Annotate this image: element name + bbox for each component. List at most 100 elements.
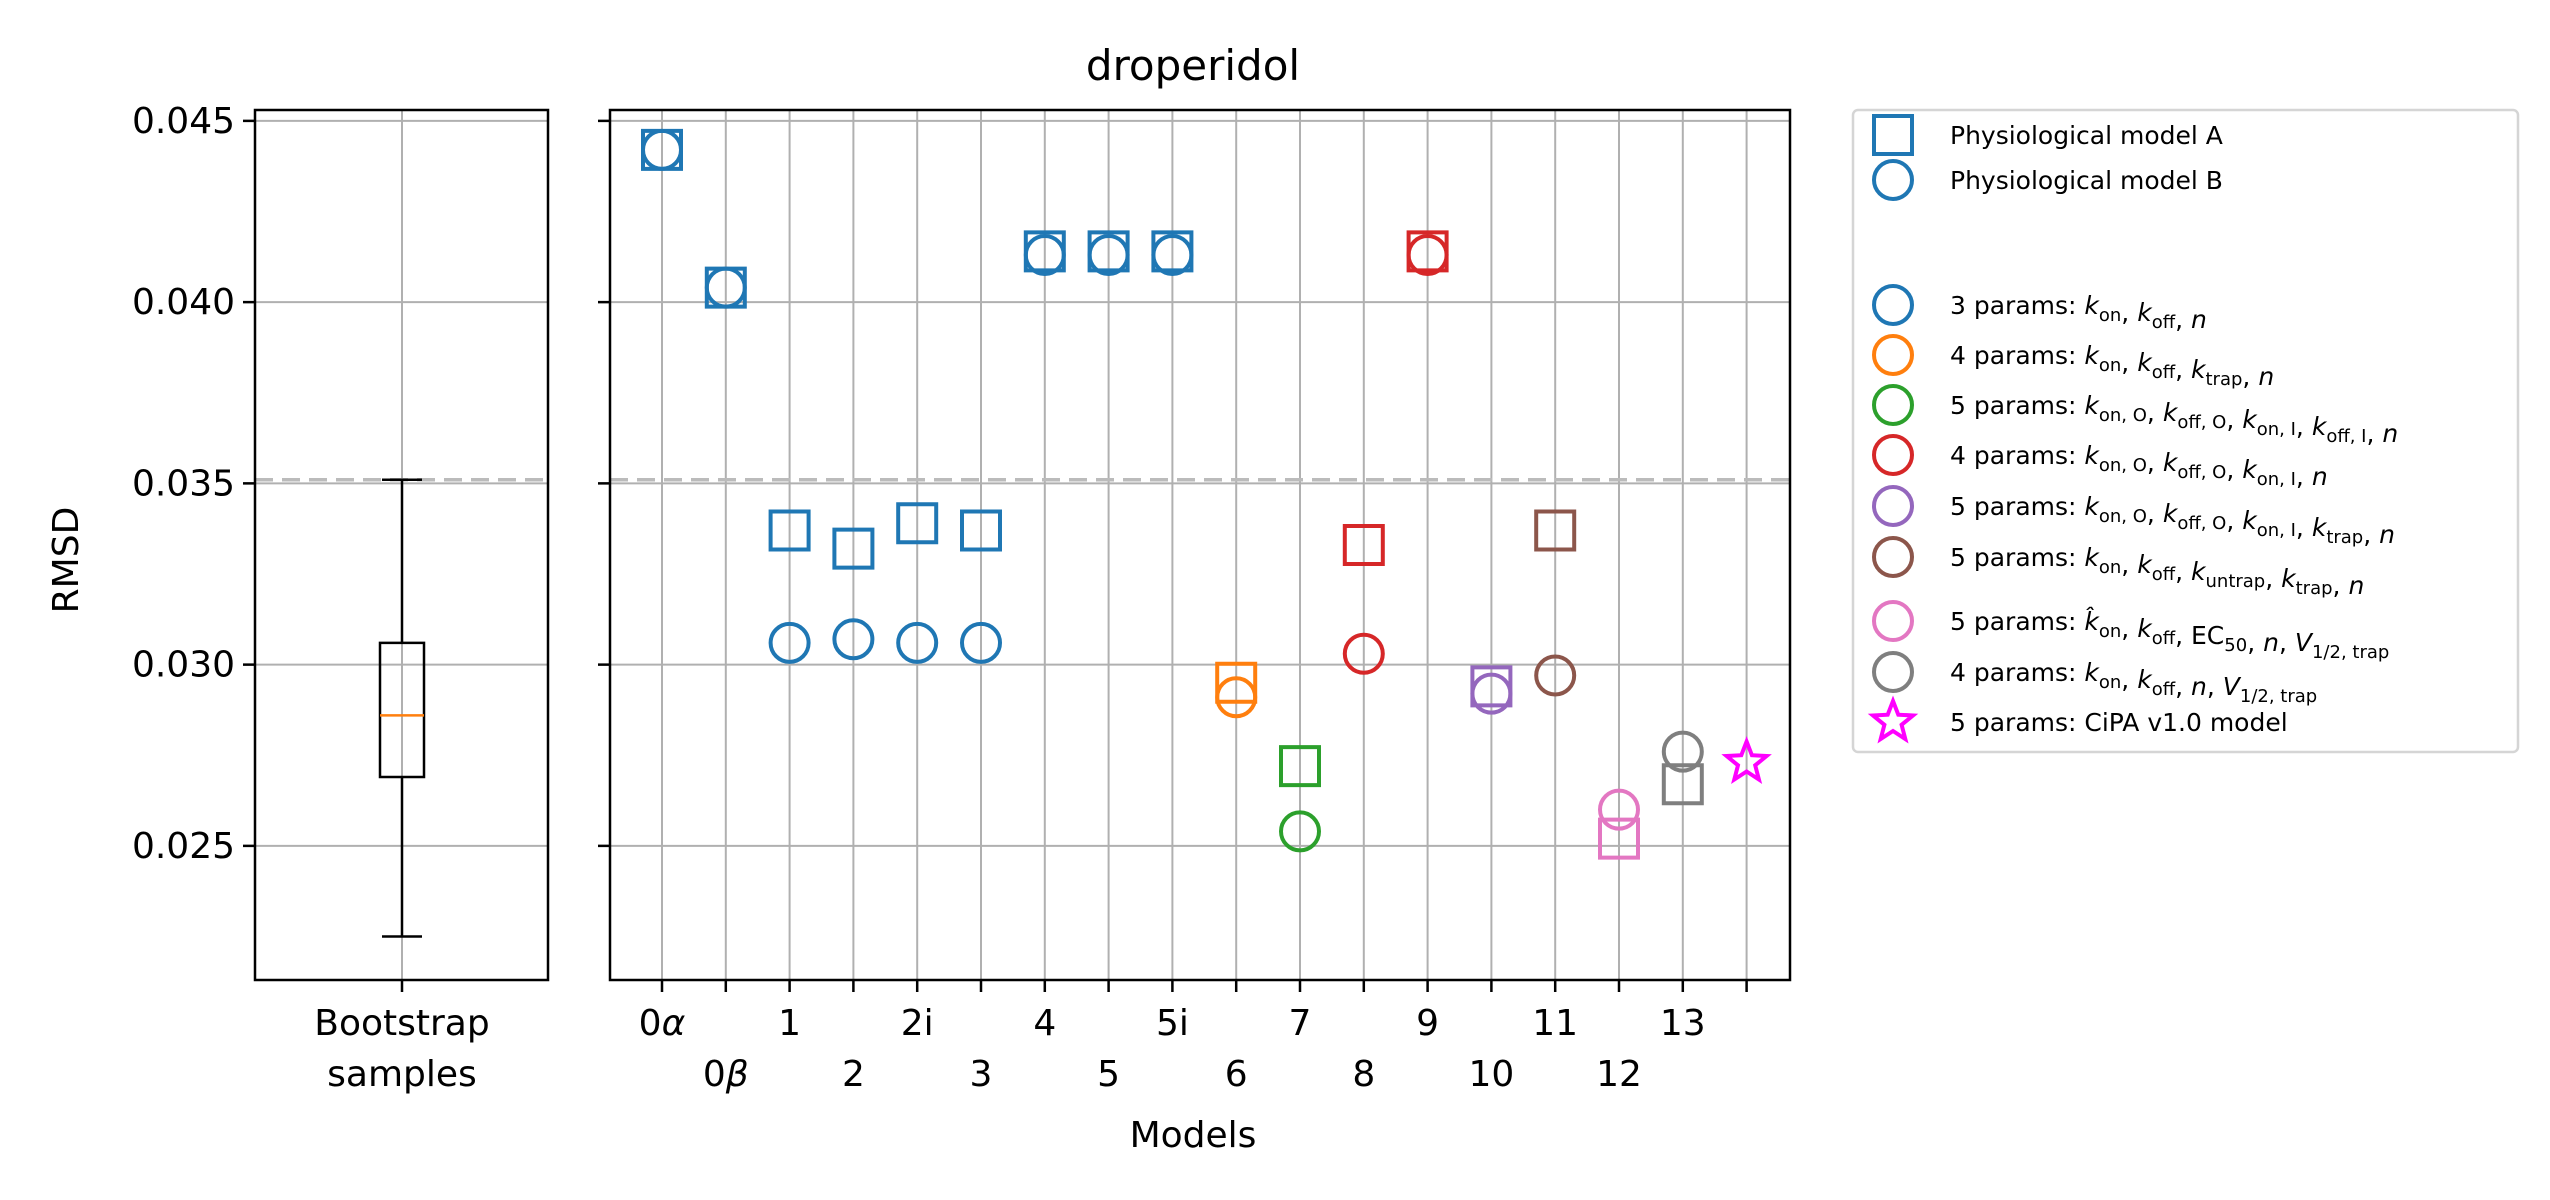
legend-entry: 5 params: kon, O, koff, O, kon, I, ktrap…	[1872, 485, 2395, 549]
model-b-circle-marker	[1215, 676, 1258, 719]
x-tick-label: 10	[1468, 1054, 1514, 1095]
legend-entry: 4 params: kon, koff, n, V1/2, trap	[1872, 651, 2317, 707]
x-tick-label: 12	[1596, 1054, 1642, 1095]
legend-label: 5 params: kon, O, koff, O, kon, I, koff,…	[1950, 391, 2398, 448]
legend-label: Physiological model A	[1950, 121, 2223, 150]
x-tick-label: 8	[1352, 1054, 1375, 1095]
model-b-circle-marker	[1087, 234, 1130, 276]
model-a-square-marker	[768, 509, 811, 552]
legend: Physiological model A Physiological model…	[1851, 108, 2520, 754]
legend-entry: 5 params: kon, O, koff, O, kon, I, koff,…	[1872, 384, 2398, 448]
model-b-circle-marker	[1470, 672, 1513, 715]
legend-label: 3 params: kon, koff, n	[1950, 291, 2207, 334]
legend-entry: 5 params: kon, koff, kuntrap, ktrap, n	[1872, 536, 2364, 600]
legend-circle-icon	[1872, 284, 1914, 326]
model-b-circle-marker	[1342, 632, 1385, 675]
model-b-circle-marker	[641, 128, 683, 171]
models-grid	[610, 110, 1790, 980]
model-a-square-marker	[1215, 661, 1258, 704]
model-a-square-marker	[1661, 763, 1704, 806]
x-tick-label: 13	[1660, 1003, 1706, 1044]
x-tick-label: 6	[1225, 1054, 1248, 1095]
legend-circle-icon	[1872, 434, 1914, 476]
model-a-square-marker	[960, 509, 1002, 552]
y-tick-label: 0.030	[132, 645, 235, 686]
model-b-circle-marker	[1661, 730, 1704, 773]
y-tick-label: 0.035	[132, 463, 235, 504]
legend-entry: Physiological model A	[1872, 114, 2223, 156]
legend-entry: 5 params: k̂on, koff, EC50, n, V1/2, tra…	[1872, 600, 2389, 663]
y-tick-label: 0.040	[132, 282, 235, 323]
chart-title: droperidol	[1086, 41, 1300, 90]
model-b-circle-marker	[1151, 234, 1194, 276]
model-b-circle-marker	[1023, 234, 1066, 276]
model-a-square-marker	[832, 527, 875, 570]
x-tick-label: 5	[1097, 1054, 1120, 1095]
x-tick-label: 0α	[639, 1003, 686, 1044]
legend-label: 4 params: kon, koff, n, V1/2, trap	[1950, 658, 2317, 707]
legend-entry: 3 params: kon, koff, n	[1872, 284, 2207, 334]
model-b-circle-marker	[896, 621, 939, 664]
model-b-circle-marker	[960, 621, 1002, 664]
cipa-star-marker	[1721, 735, 1772, 784]
legend-label: 5 params: kon, O, koff, O, kon, I, ktrap…	[1950, 492, 2395, 549]
legend-label: 4 params: kon, O, koff, O, kon, I, n	[1950, 441, 2328, 491]
legend-label: 4 params: kon, koff, ktrap, n	[1950, 341, 2274, 391]
models-y-tick-marks	[598, 119, 610, 848]
legend-items: Physiological model A Physiological model…	[1867, 114, 2398, 744]
model-a-square-marker	[1534, 509, 1577, 552]
legend-label: 5 params: kon, koff, kuntrap, ktrap, n	[1950, 543, 2364, 600]
x-tick-label: 2	[842, 1054, 865, 1095]
legend-label: 5 params: k̂on, koff, EC50, n, V1/2, tra…	[1950, 607, 2389, 663]
legend-label: Physiological model B	[1950, 166, 2223, 195]
legend-circle-icon	[1872, 651, 1914, 693]
boxplot-box	[378, 641, 426, 779]
legend-entry: 4 params: kon, O, koff, O, kon, I, n	[1872, 434, 2328, 491]
legend-frame	[1851, 108, 2520, 754]
y-tick-label: 0.045	[132, 101, 235, 142]
bootstrap-panel: 0.025 0.030 0.035 0.040 0.045 Bootstrap samp…	[132, 101, 550, 1095]
legend-circle-icon	[1872, 536, 1914, 578]
x-axis-label: Models	[1130, 1115, 1257, 1156]
bootstrap-label-line1: Bootstrap	[314, 1003, 489, 1044]
model-a-square-marker	[1279, 745, 1321, 788]
x-tick-label: 7	[1289, 1003, 1312, 1044]
legend-label: 5 params: CiPA v1.0 model	[1950, 708, 2288, 737]
x-tick-label: 2i	[901, 1003, 934, 1044]
legend-circle-icon	[1872, 334, 1914, 376]
legend-star-icon	[1867, 695, 1919, 744]
legend-circle-icon	[1872, 600, 1914, 642]
y-axis-label: RMSD	[46, 507, 87, 614]
model-markers	[641, 128, 1772, 860]
x-tick-label: 0β	[703, 1054, 749, 1095]
bootstrap-boxplot	[378, 478, 426, 938]
x-tick-label: 3	[970, 1054, 993, 1095]
legend-circle-icon	[1872, 384, 1914, 426]
legend-entry: Physiological model B	[1872, 159, 2223, 201]
y-tick-label: 0.025	[132, 826, 235, 867]
legend-square-icon	[1872, 114, 1914, 156]
model-b-circle-marker	[1279, 810, 1321, 853]
models-axes-frame	[608, 108, 1792, 982]
model-a-square-marker	[1598, 817, 1640, 860]
x-tick-label: 9	[1416, 1003, 1439, 1044]
bootstrap-label-line2: samples	[327, 1054, 477, 1095]
legend-entry: 5 params: CiPA v1.0 model	[1867, 695, 2288, 744]
model-b-circle-marker	[1598, 788, 1640, 831]
model-b-circle-marker	[1534, 654, 1577, 697]
legend-circle-icon	[1872, 159, 1914, 201]
model-b-circle-marker	[1406, 234, 1449, 276]
model-a-square-marker	[896, 502, 939, 545]
x-tick-label: 5i	[1156, 1003, 1189, 1044]
y-axis-ticks: 0.025 0.030 0.035 0.040 0.045	[132, 101, 404, 992]
model-a-square-marker	[1342, 524, 1385, 566]
x-tick-label: 11	[1532, 1003, 1578, 1044]
model-b-circle-marker	[768, 621, 811, 664]
model-b-circle-marker	[704, 266, 747, 309]
model-b-circle-marker	[832, 618, 875, 661]
x-tick-label: 4	[1033, 1003, 1056, 1044]
legend-circle-icon	[1872, 485, 1914, 527]
